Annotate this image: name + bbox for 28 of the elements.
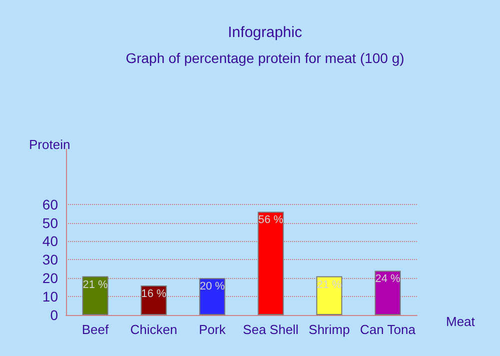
x-tick-label: Chicken [130,322,178,337]
x-tick-label: Shrimp [308,322,350,337]
x-tick-label: Sea Shell [242,322,299,337]
data-label: 56 % [258,214,284,226]
chart-title: Infographic [228,24,303,41]
data-label: 24 % [375,273,400,286]
y-tick-label: 40 [42,233,58,250]
bar [258,212,284,315]
data-label: 21 % [316,278,342,291]
bar [316,276,342,315]
bar [374,270,401,315]
y-tick-label: 10 [42,288,58,305]
bar [82,276,108,315]
bar [199,278,226,315]
data-label: 16 % [141,288,166,300]
x-tick-label: Pork [198,322,226,337]
x-tick-label: Beef [82,322,110,337]
y-tick-label: 60 [42,196,58,212]
y-tick-label: 20 [42,270,58,286]
data-label: 21 % [82,278,108,291]
y-tick-label: 50 [42,214,58,231]
y-tick-label: 0 [50,307,58,323]
y-axis-title: Protein [29,137,70,152]
y-tick-label: 30 [42,252,58,268]
x-tick-label: Can Tona [360,322,416,337]
data-label: 20 % [200,280,225,293]
x-axis-title: Meat [446,314,476,329]
chart-subtitle: Graph of percentage protein for meat (100 g) [126,50,404,66]
